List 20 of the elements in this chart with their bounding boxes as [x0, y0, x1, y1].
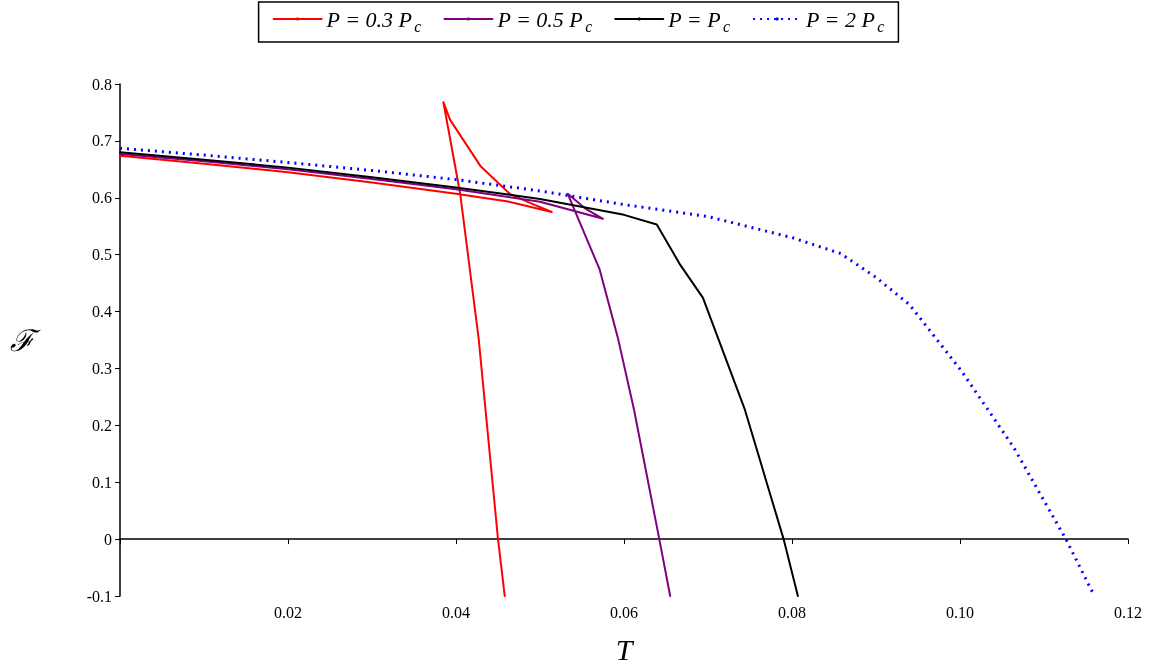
y-tick-label: 0.7	[92, 132, 112, 150]
line-series	[119, 101, 553, 597]
y-tick-label: 0.2	[92, 416, 112, 434]
y-tick-label: 0.5	[92, 246, 112, 264]
line-series	[119, 152, 672, 597]
y-tick-label: 0	[104, 530, 112, 548]
y-tick-label: 0.4	[92, 303, 112, 321]
y-axis-title: ℱ	[10, 322, 41, 358]
y-tick-label: 0.8	[92, 75, 112, 93]
y-tick-label: 0.6	[92, 189, 112, 207]
x-tick-label: 0.08	[778, 603, 806, 621]
x-tick-label: 0.10	[946, 603, 974, 621]
y-tick-label: -0.1	[86, 587, 112, 605]
x-tick-label: 0.12	[1114, 603, 1142, 621]
x-tick-label: 0.02	[274, 603, 302, 621]
y-tick-label: 0.1	[92, 473, 112, 491]
y-tick-label: 0.3	[92, 359, 112, 377]
x-axis-title: T	[615, 632, 635, 666]
x-tick-label: 0.06	[610, 603, 638, 621]
x-tick-label: 0.04	[442, 603, 470, 621]
